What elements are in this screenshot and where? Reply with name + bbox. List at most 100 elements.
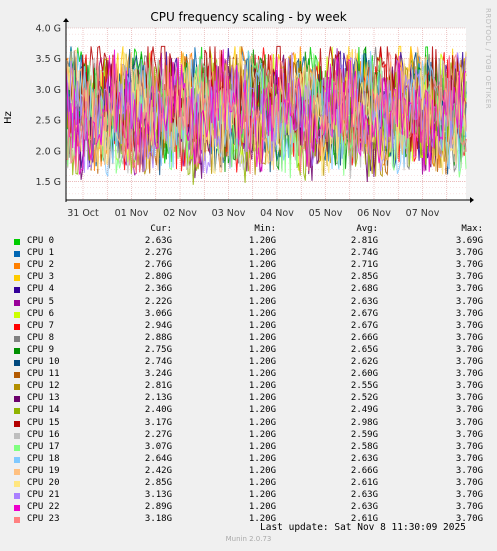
legend-max-value: 3.70G bbox=[455, 429, 483, 440]
chart-plot: 1.5 G 2.0 G 2.5 G 3.0 G 3.5 G 4.0 G 31 Oct 01 N… bbox=[36, 18, 474, 219]
legend-min-value: 1.20G bbox=[248, 272, 276, 283]
legend-series-name: CPU 8 bbox=[27, 332, 55, 343]
legend-cur-value: 2.74G bbox=[144, 357, 172, 367]
legend-series-name: CPU 12 bbox=[27, 381, 60, 392]
legend-min-value: 1.20G bbox=[248, 308, 276, 319]
legend-avg-value: 2.62G bbox=[350, 357, 378, 367]
legend-avg-value: 2.98G bbox=[350, 417, 378, 428]
y-tick-label: 2.0 G bbox=[36, 146, 62, 157]
legend-row: CPU 17 3.07G 1.20G 2.58G 3.70G bbox=[0, 442, 497, 454]
legend-max-value: 3.70G bbox=[455, 393, 483, 404]
legend-avg-value: 2.67G bbox=[350, 320, 378, 331]
legend-min-value: 1.20G bbox=[248, 502, 276, 513]
legend-avg-value: 2.74G bbox=[350, 248, 378, 259]
chart-title: CPU frequency scaling - by week bbox=[150, 10, 347, 24]
legend-header-cur: Cur: bbox=[150, 224, 172, 234]
legend-cur-value: 2.85G bbox=[144, 478, 172, 488]
legend-swatch bbox=[14, 432, 20, 439]
legend-swatch bbox=[14, 263, 20, 270]
legend-min-value: 1.20G bbox=[248, 405, 276, 416]
legend-min-value: 1.20G bbox=[248, 441, 276, 452]
y-tick-label: 4.0 G bbox=[36, 24, 62, 35]
legend-swatch bbox=[14, 408, 20, 415]
legend-cur-value: 2.13G bbox=[144, 393, 172, 404]
legend-swatch bbox=[14, 481, 20, 487]
legend-swatch bbox=[14, 347, 20, 354]
legend-max-value: 3.70G bbox=[455, 417, 483, 428]
legend-cur-value: 2.89G bbox=[144, 502, 172, 513]
legend-min-value: 1.20G bbox=[248, 332, 276, 343]
legend-min-value: 1.20G bbox=[248, 490, 276, 501]
legend-cur-value: 2.63G bbox=[144, 236, 172, 246]
legend-max-value: 3.70G bbox=[455, 248, 483, 259]
legend-series-name: CPU 20 bbox=[27, 478, 60, 488]
legend-series-name: CPU 16 bbox=[27, 429, 60, 440]
legend-min-value: 1.20G bbox=[248, 357, 276, 367]
legend-series-name: CPU 6 bbox=[27, 308, 55, 319]
legend-cur-value: 2.22G bbox=[144, 296, 172, 307]
legend-min-value: 1.20G bbox=[248, 320, 276, 331]
legend-min-value: 1.20G bbox=[248, 381, 276, 392]
legend-swatch bbox=[14, 420, 20, 427]
legend-avg-value: 2.61G bbox=[350, 478, 378, 488]
legend-max-value: 3.70G bbox=[455, 296, 483, 307]
legend-row: CPU 3 2.80G 1.20G 2.85G 3.70G bbox=[0, 272, 497, 284]
x-tick-label: 01 Nov bbox=[115, 208, 149, 219]
legend-series-name: CPU 11 bbox=[27, 369, 60, 380]
legend-swatch bbox=[14, 287, 20, 294]
legend-min-value: 1.20G bbox=[248, 429, 276, 440]
legend-min-value: 1.20G bbox=[248, 296, 276, 307]
legend-series-name: CPU 14 bbox=[27, 405, 60, 416]
legend-max-value: 3.69G bbox=[455, 236, 483, 246]
legend-series-name: CPU 1 bbox=[27, 248, 55, 259]
legend-series-name: CPU 23 bbox=[27, 514, 60, 525]
legend-swatch bbox=[14, 493, 20, 500]
legend-max-value: 3.70G bbox=[455, 405, 483, 416]
y-tick-label: 2.5 G bbox=[36, 116, 62, 127]
legend-swatch bbox=[14, 444, 20, 451]
legend-swatch bbox=[14, 396, 20, 403]
legend-row: CPU 6 3.06G 1.20G 2.67G 3.70G bbox=[0, 309, 497, 321]
legend-min-value: 1.20G bbox=[248, 248, 276, 259]
legend-cur-value: 2.40G bbox=[144, 405, 172, 416]
last-update: Last update: Sat Nov 8 11:30:09 2025 bbox=[260, 522, 466, 533]
legend-swatch bbox=[14, 505, 20, 512]
legend-swatch bbox=[14, 517, 20, 524]
legend-cur-value: 2.75G bbox=[144, 344, 172, 355]
legend-swatch bbox=[14, 372, 20, 379]
legend-max-value: 3.70G bbox=[455, 308, 483, 319]
legend-row: CPU 0 2.63G 1.20G 2.81G 3.69G bbox=[0, 236, 497, 248]
legend-avg-value: 2.67G bbox=[350, 308, 378, 319]
legend-swatch bbox=[14, 251, 20, 258]
legend-min-value: 1.20G bbox=[248, 465, 276, 476]
legend-swatch bbox=[14, 299, 20, 306]
y-tick-label: 3.0 G bbox=[36, 85, 62, 96]
legend-series-name: CPU 7 bbox=[27, 320, 55, 331]
legend-max-value: 3.70G bbox=[455, 369, 483, 380]
legend-max-value: 3.70G bbox=[455, 357, 483, 367]
legend-avg-value: 2.52G bbox=[350, 393, 378, 404]
legend-cur-value: 3.07G bbox=[144, 441, 172, 452]
legend-cur-value: 2.81G bbox=[144, 381, 172, 392]
legend-max-value: 3.70G bbox=[455, 490, 483, 501]
legend-cur-value: 2.64G bbox=[144, 453, 172, 464]
legend-series-name: CPU 22 bbox=[27, 502, 60, 513]
legend-series-name: CPU 0 bbox=[27, 236, 55, 246]
legend-row: CPU 8 2.88G 1.20G 2.66G 3.70G bbox=[0, 333, 497, 345]
x-tick-label: 31 Oct bbox=[67, 208, 99, 219]
legend-max-value: 3.70G bbox=[455, 441, 483, 452]
series-line bbox=[65, 52, 467, 174]
legend-avg-value: 2.60G bbox=[350, 369, 378, 380]
legend-row: CPU 10 2.74G 1.20G 2.62G 3.70G bbox=[0, 357, 497, 369]
legend-min-value: 1.20G bbox=[248, 514, 276, 525]
legend-series-name: CPU 13 bbox=[27, 393, 60, 404]
legend-row: CPU 5 2.22G 1.20G 2.63G 3.70G bbox=[0, 297, 497, 309]
legend-series-name: CPU 3 bbox=[27, 272, 55, 283]
legend-swatch bbox=[14, 384, 20, 391]
legend-max-value: 3.70G bbox=[455, 332, 483, 343]
legend-min-value: 1.20G bbox=[248, 236, 276, 246]
legend-max-value: 3.70G bbox=[455, 284, 483, 295]
legend-row: CPU 2 2.76G 1.20G 2.71G 3.70G bbox=[0, 260, 497, 272]
legend-max-value: 3.70G bbox=[455, 260, 483, 271]
legend-swatch bbox=[14, 239, 20, 245]
